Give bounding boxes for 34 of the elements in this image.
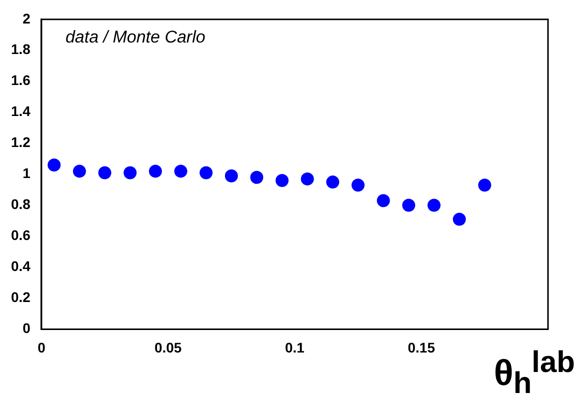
x-tick-label: 0.1 [284,339,305,356]
point [326,176,340,189]
y-tick-label: 0.2 [10,289,31,306]
x-tick-label: 0 [38,339,46,356]
x-tick-label: 0.05 [154,339,182,356]
y-tick-label: 0 [22,320,31,336]
y-tick-label: 1 [22,165,31,182]
point [98,166,112,180]
point [174,164,188,178]
point [300,172,314,186]
y-tick-label: 1.6 [10,72,31,88]
point [402,198,416,212]
point [200,166,213,180]
point [428,198,441,212]
point [276,174,289,187]
point [250,170,264,184]
y-tick-label: 1.2 [10,134,31,150]
y-tick-label: 0.6 [10,227,31,244]
annotation: data / Monte Carlo [65,28,206,47]
point [478,178,492,192]
y-tick-label: 1.8 [10,41,31,58]
y-tick-label: 1.4 [10,103,31,120]
x-tick-label: 0.15 [408,339,436,356]
y-tick-label: 0.8 [10,196,31,212]
point [48,158,61,172]
point [352,178,365,192]
point [376,194,390,208]
y-tick-label: 2 [22,10,31,26]
point [72,164,86,178]
point [148,164,162,178]
point [224,169,238,182]
y-tick-label: 0.4 [10,258,31,274]
point [124,166,137,180]
point [452,212,466,226]
